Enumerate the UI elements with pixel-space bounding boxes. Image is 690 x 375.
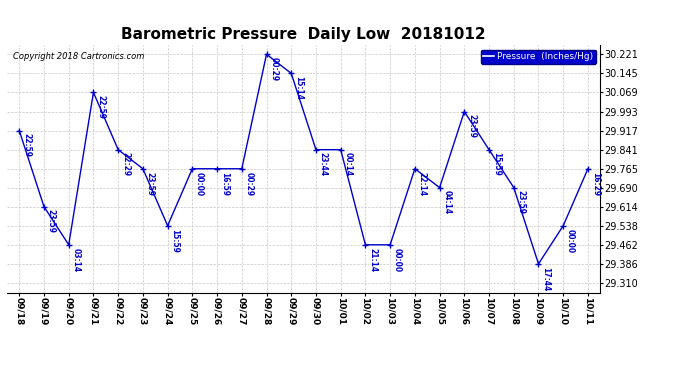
Text: 21:14: 21:14	[368, 248, 377, 272]
Text: 23:59: 23:59	[467, 114, 476, 138]
Text: 23:59: 23:59	[146, 171, 155, 195]
Text: 00:29: 00:29	[244, 171, 253, 196]
Text: Copyright 2018 Cartronics.com: Copyright 2018 Cartronics.com	[13, 53, 144, 62]
Text: 17:44: 17:44	[541, 267, 550, 291]
Text: 22:29: 22:29	[121, 153, 130, 177]
Text: 23:59: 23:59	[517, 190, 526, 214]
Text: 04:14: 04:14	[442, 190, 451, 214]
Text: 23:59: 23:59	[47, 209, 56, 233]
Text: 15:14: 15:14	[294, 76, 303, 100]
Text: 16:29: 16:29	[591, 171, 600, 196]
Legend: Pressure  (Inches/Hg): Pressure (Inches/Hg)	[481, 50, 595, 64]
Text: 00:14: 00:14	[344, 153, 353, 177]
Text: 22:59: 22:59	[22, 134, 31, 158]
Text: 22:14: 22:14	[417, 171, 426, 196]
Text: 22:59: 22:59	[96, 95, 105, 119]
Text: 03:14: 03:14	[72, 248, 81, 272]
Text: 00:00: 00:00	[566, 228, 575, 253]
Text: 16:59: 16:59	[220, 171, 229, 195]
Title: Barometric Pressure  Daily Low  20181012: Barometric Pressure Daily Low 20181012	[121, 27, 486, 42]
Text: 23:44: 23:44	[319, 153, 328, 177]
Text: 15:59: 15:59	[492, 153, 501, 176]
Text: 00:00: 00:00	[195, 171, 204, 196]
Text: 15:59: 15:59	[170, 228, 179, 252]
Text: 00:00: 00:00	[393, 248, 402, 272]
Text: 00:29: 00:29	[269, 57, 278, 81]
